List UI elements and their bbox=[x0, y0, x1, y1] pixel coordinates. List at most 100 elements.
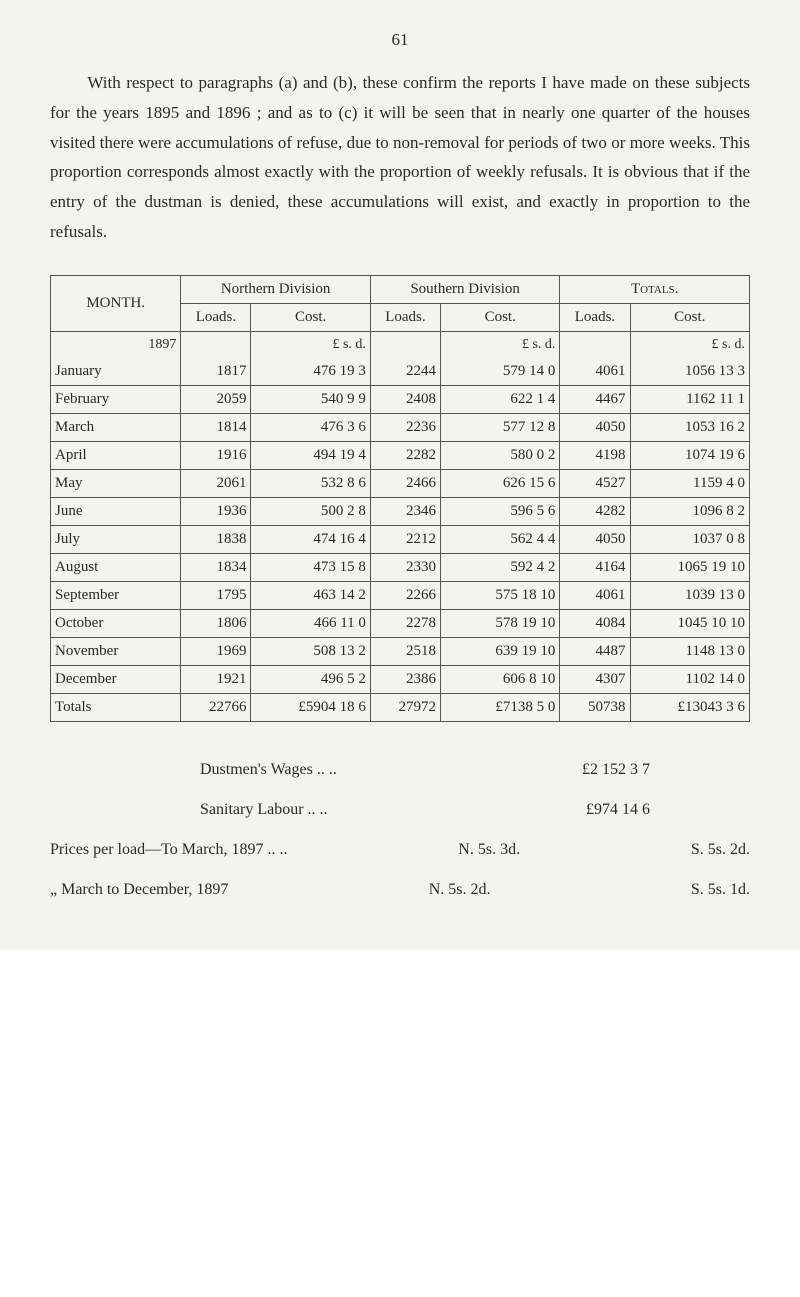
n-loads-cell: 1814 bbox=[181, 413, 251, 441]
n-cost-cell: 532 8 6 bbox=[251, 469, 370, 497]
page: 61 With respect to paragraphs (a) and (b… bbox=[0, 0, 800, 950]
col-header-month: MONTH. bbox=[51, 275, 181, 331]
t-cost-cell: 1148 13 0 bbox=[630, 637, 749, 665]
sanitary-label: Sanitary Labour .. .. bbox=[200, 790, 328, 830]
t-cost-cell: 1159 4 0 bbox=[630, 469, 749, 497]
lsd-header: £ s. d. bbox=[441, 331, 560, 358]
prices1-s: S. 5s. 2d. bbox=[691, 830, 750, 870]
month-cell: July bbox=[51, 525, 181, 553]
month-cell: April bbox=[51, 441, 181, 469]
col-header-cost: Cost. bbox=[251, 303, 370, 331]
table-row: September1795463 14 22266575 18 10406110… bbox=[51, 581, 750, 609]
n-loads-cell: 2059 bbox=[181, 385, 251, 413]
summary-lines: Dustmen's Wages .. .. £2 152 3 7 Sanitar… bbox=[50, 750, 750, 910]
lsd-header: £ s. d. bbox=[630, 331, 749, 358]
line-prices-2: „ March to December, 1897 N. 5s. 2d. S. … bbox=[50, 870, 750, 910]
col-header-cost: Cost. bbox=[630, 303, 749, 331]
n-cost-cell: 476 19 3 bbox=[251, 358, 370, 386]
t-loads-cell: 4050 bbox=[560, 413, 630, 441]
month-cell: October bbox=[51, 609, 181, 637]
t-loads-cell: 4527 bbox=[560, 469, 630, 497]
table-row: November1969508 13 22518639 19 104487114… bbox=[51, 637, 750, 665]
t-cost-cell: 1102 14 0 bbox=[630, 665, 749, 693]
n-loads-cell: 1795 bbox=[181, 581, 251, 609]
t-cost-cell: 1096 8 2 bbox=[630, 497, 749, 525]
lsd-header: £ s. d. bbox=[251, 331, 370, 358]
totals-t-cost: £13043 3 6 bbox=[630, 693, 749, 721]
n-cost-cell: 474 16 4 bbox=[251, 525, 370, 553]
table-row: May2061532 8 62466626 15 645271159 4 0 bbox=[51, 469, 750, 497]
s-loads-cell: 2408 bbox=[370, 385, 440, 413]
s-cost-cell: 577 12 8 bbox=[441, 413, 560, 441]
n-cost-cell: 496 5 2 bbox=[251, 665, 370, 693]
n-loads-cell: 1921 bbox=[181, 665, 251, 693]
table-row: January1817476 19 32244579 14 040611056 … bbox=[51, 358, 750, 386]
n-loads-cell: 1806 bbox=[181, 609, 251, 637]
n-cost-cell: 466 11 0 bbox=[251, 609, 370, 637]
t-loads-cell: 4084 bbox=[560, 609, 630, 637]
t-cost-cell: 1037 0 8 bbox=[630, 525, 749, 553]
n-loads-cell: 1838 bbox=[181, 525, 251, 553]
col-header-southern: Southern Division bbox=[370, 275, 560, 303]
month-cell: September bbox=[51, 581, 181, 609]
n-loads-cell: 1916 bbox=[181, 441, 251, 469]
s-cost-cell: 596 5 6 bbox=[441, 497, 560, 525]
table-row: August1834473 15 82330592 4 241641065 19… bbox=[51, 553, 750, 581]
s-loads-cell: 2386 bbox=[370, 665, 440, 693]
line-dustmen: Dustmen's Wages .. .. £2 152 3 7 bbox=[50, 750, 750, 790]
t-loads-cell: 4050 bbox=[560, 525, 630, 553]
totals-s-cost: £7138 5 0 bbox=[441, 693, 560, 721]
totals-s-loads: 27972 bbox=[370, 693, 440, 721]
n-loads-cell: 1969 bbox=[181, 637, 251, 665]
totals-label: Totals bbox=[51, 693, 181, 721]
n-loads-cell: 1834 bbox=[181, 553, 251, 581]
body-paragraph: With respect to paragraphs (a) and (b), … bbox=[50, 68, 750, 247]
s-cost-cell: 622 1 4 bbox=[441, 385, 560, 413]
year-cell: 1897 bbox=[51, 331, 181, 358]
s-loads-cell: 2346 bbox=[370, 497, 440, 525]
s-cost-cell: 580 0 2 bbox=[441, 441, 560, 469]
totals-n-loads: 22766 bbox=[181, 693, 251, 721]
s-cost-cell: 606 8 10 bbox=[441, 665, 560, 693]
t-cost-cell: 1053 16 2 bbox=[630, 413, 749, 441]
n-cost-cell: 463 14 2 bbox=[251, 581, 370, 609]
col-header-cost: Cost. bbox=[441, 303, 560, 331]
line-sanitary: Sanitary Labour .. .. £974 14 6 bbox=[50, 790, 750, 830]
s-loads-cell: 2244 bbox=[370, 358, 440, 386]
month-cell: December bbox=[51, 665, 181, 693]
s-cost-cell: 626 15 6 bbox=[441, 469, 560, 497]
month-cell: January bbox=[51, 358, 181, 386]
table-row: April1916494 19 42282580 0 241981074 19 … bbox=[51, 441, 750, 469]
s-loads-cell: 2266 bbox=[370, 581, 440, 609]
t-loads-cell: 4307 bbox=[560, 665, 630, 693]
n-cost-cell: 540 9 9 bbox=[251, 385, 370, 413]
n-loads-cell: 1817 bbox=[181, 358, 251, 386]
sanitary-value: £974 14 6 bbox=[586, 790, 650, 830]
data-table: MONTH. Northern Division Southern Divisi… bbox=[50, 275, 750, 722]
col-header-loads: Loads. bbox=[560, 303, 630, 331]
prices1-label: Prices per load—To March, 1897 .. .. bbox=[50, 830, 288, 870]
prices1-n: N. 5s. 3d. bbox=[458, 830, 520, 870]
t-loads-cell: 4282 bbox=[560, 497, 630, 525]
table-row: July1838474 16 42212562 4 440501037 0 8 bbox=[51, 525, 750, 553]
month-cell: June bbox=[51, 497, 181, 525]
totals-n-cost: £5904 18 6 bbox=[251, 693, 370, 721]
line-prices-1: Prices per load—To March, 1897 .. .. N. … bbox=[50, 830, 750, 870]
n-loads-cell: 2061 bbox=[181, 469, 251, 497]
month-cell: August bbox=[51, 553, 181, 581]
month-cell: March bbox=[51, 413, 181, 441]
month-cell: May bbox=[51, 469, 181, 497]
col-header-loads: Loads. bbox=[370, 303, 440, 331]
table-row: February2059540 9 92408622 1 444671162 1… bbox=[51, 385, 750, 413]
s-loads-cell: 2330 bbox=[370, 553, 440, 581]
table-row: December1921496 5 22386606 8 1043071102 … bbox=[51, 665, 750, 693]
month-cell: February bbox=[51, 385, 181, 413]
t-cost-cell: 1045 10 10 bbox=[630, 609, 749, 637]
t-cost-cell: 1065 19 10 bbox=[630, 553, 749, 581]
table-row: October1806466 11 02278578 19 1040841045… bbox=[51, 609, 750, 637]
t-loads-cell: 4164 bbox=[560, 553, 630, 581]
t-loads-cell: 4061 bbox=[560, 358, 630, 386]
t-loads-cell: 4061 bbox=[560, 581, 630, 609]
col-header-loads: Loads. bbox=[181, 303, 251, 331]
col-header-totals: Totals. bbox=[560, 275, 750, 303]
